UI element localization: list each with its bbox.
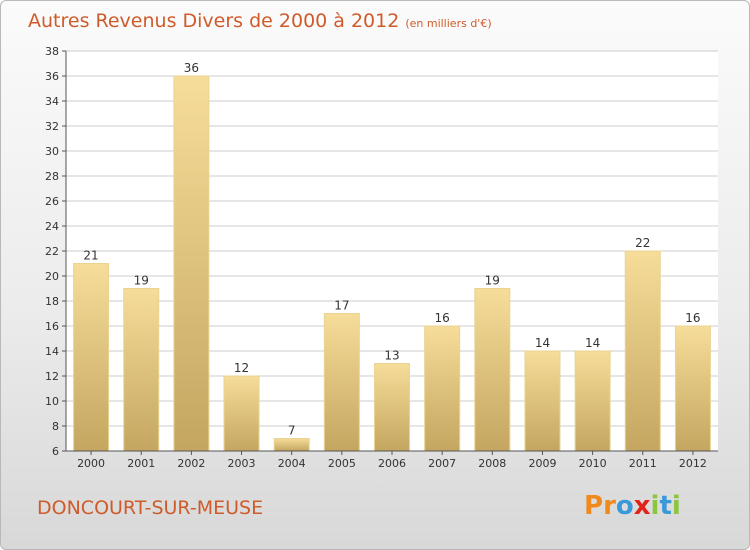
- bar: [374, 363, 410, 452]
- brand-logo-letter: r: [603, 491, 616, 521]
- x-tick-label: 2006: [378, 457, 406, 470]
- bar-value-label: 16: [685, 311, 700, 325]
- bar: [674, 325, 711, 452]
- x-tick-label: 2002: [177, 457, 205, 470]
- y-tick-label: 38: [45, 45, 59, 58]
- x-tick-label: 2011: [629, 457, 657, 470]
- bar-value-label: 19: [134, 274, 149, 288]
- y-tick-label: 18: [45, 295, 59, 308]
- x-tick-label: 2003: [228, 457, 256, 470]
- bar-value-label: 14: [585, 336, 600, 350]
- x-tick-label: 2007: [428, 457, 456, 470]
- bar: [73, 263, 110, 452]
- y-tick-label: 14: [45, 345, 59, 358]
- y-tick-label: 12: [45, 370, 59, 383]
- x-tick-label: 2005: [328, 457, 356, 470]
- y-tick-label: 8: [52, 420, 59, 433]
- brand-logo-letter: i: [650, 491, 660, 521]
- bar-value-label: 17: [334, 299, 349, 313]
- bar: [624, 250, 661, 452]
- bar: [424, 325, 461, 452]
- x-tick-label: 2001: [127, 457, 155, 470]
- bar: [524, 350, 561, 452]
- y-tick-label: 10: [45, 395, 59, 408]
- y-tick-label: 24: [45, 220, 59, 233]
- x-tick-label: 2010: [579, 457, 607, 470]
- bar-value-label: 12: [234, 361, 249, 375]
- bar-value-label: 19: [485, 274, 500, 288]
- bar: [223, 375, 260, 452]
- y-tick-label: 22: [45, 245, 59, 258]
- chart-subtitle: (en milliers d'€): [405, 17, 492, 30]
- y-tick-label: 34: [45, 95, 59, 108]
- y-tick-label: 6: [52, 445, 59, 458]
- bar-value-label: 16: [435, 311, 450, 325]
- y-tick-label: 26: [45, 195, 59, 208]
- brand-logo-letter: i: [671, 491, 681, 521]
- y-tick-label: 32: [45, 120, 59, 133]
- bar-value-label: 13: [384, 349, 399, 363]
- x-tick-label: 2009: [528, 457, 556, 470]
- bar: [323, 313, 360, 452]
- x-tick-label: 2004: [278, 457, 306, 470]
- bar-value-label: 22: [635, 236, 650, 250]
- bar: [273, 438, 310, 452]
- x-tick-label: 2000: [77, 457, 105, 470]
- location-name: DONCOURT-SUR-MEUSE: [37, 497, 264, 519]
- bar: [574, 350, 611, 452]
- chart-title: Autres Revenus Divers de 2000 à 2012 (en …: [28, 10, 492, 32]
- bar-value-label: 21: [83, 249, 98, 263]
- brand-logo: Proxiti: [584, 491, 681, 521]
- y-tick-label: 30: [45, 145, 59, 158]
- y-tick-label: 28: [45, 170, 59, 183]
- brand-logo-letter: t: [659, 491, 672, 521]
- bar: [474, 288, 511, 452]
- bar: [123, 288, 160, 452]
- brand-logo-letter: x: [633, 491, 651, 521]
- brand-logo-letter: o: [615, 491, 634, 521]
- x-tick-label: 2012: [679, 457, 707, 470]
- x-tick-label: 2008: [478, 457, 506, 470]
- bar-value-label: 14: [535, 336, 550, 350]
- y-tick-label: 20: [45, 270, 59, 283]
- y-tick-label: 36: [45, 70, 59, 83]
- bar-value-label: 7: [288, 424, 296, 438]
- y-tick-label: 16: [45, 320, 59, 333]
- brand-logo-letter: P: [584, 491, 604, 521]
- bar: [173, 75, 210, 452]
- bar-value-label: 36: [184, 61, 199, 75]
- chart-title-text: Autres Revenus Divers de 2000 à 2012: [28, 10, 400, 32]
